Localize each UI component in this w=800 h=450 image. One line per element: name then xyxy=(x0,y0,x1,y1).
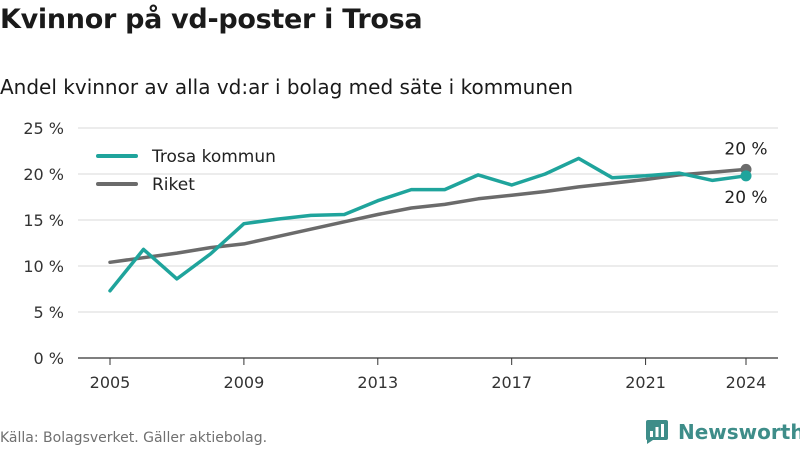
gridlines xyxy=(78,127,778,359)
y-tick-label: 20 % xyxy=(23,165,64,184)
end-labels: 20 % 20 % xyxy=(724,139,767,207)
y-tick-label: 5 % xyxy=(34,303,64,322)
end-point-trosa xyxy=(740,170,752,182)
series-line-riket xyxy=(108,167,748,265)
x-tick-label: 2013 xyxy=(357,373,398,392)
y-tick-label: 15 % xyxy=(23,211,64,230)
x-tick-label: 2005 xyxy=(90,373,131,392)
brand-logo: Newsworthy xyxy=(644,419,800,445)
newsworthy-logo-icon xyxy=(646,420,668,444)
x-tick-label: 2021 xyxy=(625,373,666,392)
series-line-trosa xyxy=(108,156,748,293)
legend: Trosa kommun Riket xyxy=(93,147,276,195)
brand-name: Newsworthy xyxy=(678,420,800,444)
legend-label-riket: Riket xyxy=(152,175,195,195)
end-label-riket: 20 % xyxy=(724,139,767,159)
x-tick-label: 2017 xyxy=(491,373,532,392)
chart-subtitle: Andel kvinnor av alla vd:ar i bolag med … xyxy=(0,75,573,99)
axes: 0 % 5 % 10 % 15 % 20 % 25 % 2005 2009 2013 2017 20… xyxy=(23,119,766,392)
chart-title: Kvinnor på vd-poster i Trosa xyxy=(0,4,423,35)
y-tick-label: 25 % xyxy=(23,119,64,138)
y-tick-label: 0 % xyxy=(34,349,64,368)
x-tick-label: 2024 xyxy=(726,373,767,392)
series-lines xyxy=(108,156,752,293)
source-note: Källa: Bolagsverket. Gäller aktiebolag. xyxy=(0,430,268,446)
x-tick-label: 2009 xyxy=(224,373,265,392)
legend-label-trosa: Trosa kommun xyxy=(151,147,276,167)
y-tick-label: 10 % xyxy=(23,257,64,276)
end-label-trosa: 20 % xyxy=(724,188,767,208)
